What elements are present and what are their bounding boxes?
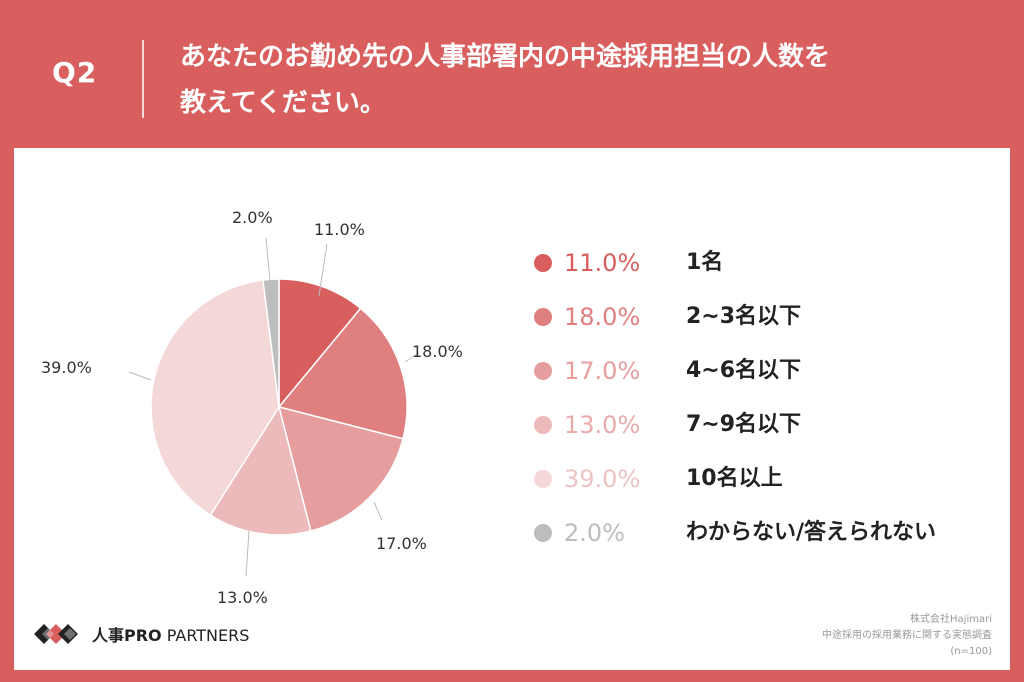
legend-swatch <box>534 362 552 380</box>
brand-logo-icon <box>34 624 78 644</box>
legend-item: 39.0% 10名以上 <box>534 464 994 494</box>
legend-item: 2.0% わからない/答えられない <box>534 518 994 548</box>
leader-line <box>373 501 383 521</box>
slice-data-label: 18.0% <box>412 342 463 361</box>
pie-slice <box>150 279 280 517</box>
leader-line <box>245 530 250 577</box>
legend-swatch <box>534 416 552 434</box>
source-sample-size: (n=100) <box>950 646 992 657</box>
pie-slice <box>277 307 408 440</box>
legend-value: 11.0% <box>564 249 641 277</box>
pie-slice <box>277 405 404 532</box>
question-text: あなたのお勤め先の人事部署内の中途採用担当の人数を 教えてください。 <box>180 34 980 126</box>
question-line-1: あなたのお勤め先の人事部署内の中途採用担当の人数を <box>180 42 831 72</box>
slice-data-label: 13.0% <box>217 588 268 607</box>
legend-item: 13.0% 7~9名以下 <box>534 410 994 440</box>
slice-data-label: 11.0% <box>314 220 365 239</box>
pie-chart <box>128 237 420 577</box>
legend-label: 7~9名以下 <box>686 412 802 437</box>
legend-swatch <box>534 308 552 326</box>
leader-line <box>404 352 420 363</box>
brand-name-light: PARTNERS <box>161 626 250 645</box>
source-company: 株式会社Hajimari <box>910 614 992 625</box>
pie-slice <box>278 278 362 410</box>
pie-slice <box>262 278 280 408</box>
legend-value: 13.0% <box>564 411 641 439</box>
slice-data-label: 17.0% <box>376 534 427 553</box>
legend-item: 18.0% 2~3名以下 <box>534 302 994 332</box>
legend-label: 10名以上 <box>686 466 783 491</box>
question-number: Q2 <box>52 56 98 89</box>
brand-name: 人事PRO PARTNERS <box>92 622 249 646</box>
pie-slice <box>209 405 312 536</box>
slice-data-label: 39.0% <box>41 358 92 377</box>
legend-swatch <box>534 470 552 488</box>
legend-swatch <box>534 524 552 542</box>
legend-label: 4~6名以下 <box>686 358 802 383</box>
leader-line <box>318 243 328 297</box>
leader-line <box>265 237 271 282</box>
brand-name-bold: 人事PRO <box>92 626 162 645</box>
legend-label: 2~3名以下 <box>686 304 802 329</box>
chart-card: 11.0% 1名 18.0% 2~3名以下 17.0% 4~6名以下 13.0% 7~9名以下… <box>14 148 1010 670</box>
leader-line <box>128 371 152 381</box>
slice-data-label: 2.0% <box>232 208 273 227</box>
header-divider <box>142 40 144 118</box>
legend-value: 2.0% <box>564 519 625 547</box>
legend-value: 18.0% <box>564 303 641 331</box>
source-note: 株式会社Hajimari 中途採用の採用業務に関する実態調査 (n=100) <box>822 612 992 660</box>
legend-item: 11.0% 1名 <box>534 248 994 278</box>
legend-item: 17.0% 4~6名以下 <box>534 356 994 386</box>
question-header: Q2 あなたのお勤め先の人事部署内の中途採用担当の人数を 教えてください。 <box>0 0 1024 145</box>
question-line-2: 教えてください。 <box>180 88 386 118</box>
legend-value: 17.0% <box>564 357 641 385</box>
legend-label: 1名 <box>686 250 724 275</box>
legend-label: わからない/答えられない <box>686 520 937 545</box>
legend-value: 39.0% <box>564 465 641 493</box>
legend-swatch <box>534 254 552 272</box>
source-survey: 中途採用の採用業務に関する実態調査 <box>822 630 992 641</box>
